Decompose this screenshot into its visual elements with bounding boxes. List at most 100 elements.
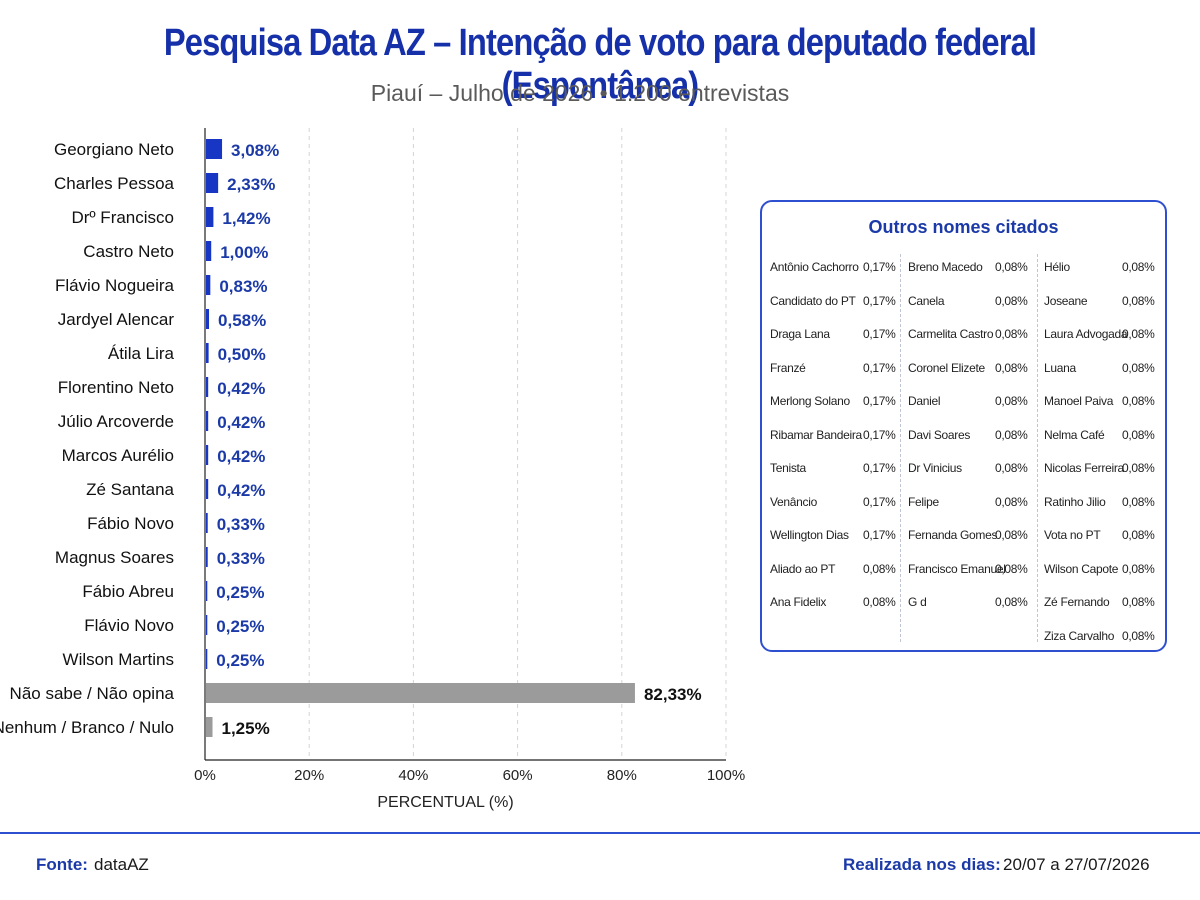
other-name: Breno Macedo bbox=[908, 260, 983, 274]
other-name: Carmelita Castro bbox=[908, 327, 994, 341]
source-label: Fonte: bbox=[36, 855, 88, 874]
bar bbox=[206, 275, 211, 295]
other-name: Luana bbox=[1044, 360, 1076, 375]
other-name: Nicolas Ferreira bbox=[1044, 461, 1124, 475]
period-value: 20/07 a 27/07/2026 bbox=[1003, 855, 1150, 874]
other-percent: 0,17% bbox=[863, 260, 896, 274]
value-label: 1,42% bbox=[222, 209, 270, 228]
category-label: Flávio Novo bbox=[84, 616, 174, 635]
other-name: Ana Fidelix bbox=[770, 595, 827, 609]
other-percent: 0,17% bbox=[863, 494, 896, 509]
column-divider bbox=[900, 254, 901, 642]
other-name: Ziza Carvalho bbox=[1044, 628, 1115, 643]
value-label: 0,42% bbox=[217, 447, 265, 466]
other-percent: 0,08% bbox=[1122, 360, 1155, 375]
category-label: Fábio Novo bbox=[87, 514, 174, 533]
bar bbox=[206, 581, 208, 601]
other-name: Vota no PT bbox=[1044, 528, 1101, 542]
category-label: Florentino Neto bbox=[58, 378, 174, 397]
other-name: Hélio bbox=[1044, 260, 1070, 274]
bar bbox=[206, 309, 210, 329]
category-label: Zé Santana bbox=[86, 480, 174, 499]
other-percent: 0,17% bbox=[863, 427, 896, 442]
x-tick-label: 100% bbox=[707, 767, 745, 784]
value-label: 0,25% bbox=[216, 617, 264, 636]
x-tick-label: 20% bbox=[294, 767, 324, 784]
other-name: Ribamar Bandeira bbox=[770, 427, 862, 442]
other-percent: 0,08% bbox=[1122, 427, 1155, 442]
other-percent: 0,08% bbox=[1122, 494, 1155, 509]
other-percent: 0,08% bbox=[995, 595, 1028, 609]
column-divider bbox=[1037, 254, 1038, 642]
other-name: Laura Advogada bbox=[1044, 327, 1128, 341]
other-name: Manoel Paiva bbox=[1044, 394, 1114, 408]
bar bbox=[206, 649, 208, 669]
footer-divider bbox=[0, 832, 1200, 834]
other-name: Antônio Cachorro bbox=[770, 260, 859, 274]
category-label: Marcos Aurélio bbox=[62, 446, 174, 465]
category-label: Castro Neto bbox=[83, 242, 174, 261]
value-label: 0,42% bbox=[217, 379, 265, 398]
other-name: G d bbox=[908, 595, 927, 609]
other-percent: 0,17% bbox=[863, 394, 896, 408]
other-percent: 0,08% bbox=[1122, 394, 1155, 408]
value-label: 3,08% bbox=[231, 141, 279, 160]
bar bbox=[206, 343, 209, 363]
other-name: Zé Fernando bbox=[1044, 595, 1110, 609]
category-label: Jardyel Alencar bbox=[58, 310, 175, 329]
other-percent: 0,08% bbox=[995, 494, 1028, 509]
bar bbox=[206, 139, 223, 159]
chart-subtitle: Piauí – Julho de 2026 • 1.200 entrevista… bbox=[370, 80, 790, 106]
other-name: Nelma Café bbox=[1044, 427, 1105, 442]
other-percent: 0,08% bbox=[863, 595, 896, 609]
category-label: Drº Francisco bbox=[71, 208, 174, 227]
value-label: 0,50% bbox=[218, 345, 266, 364]
other-name: Davi Soares bbox=[908, 427, 971, 442]
bar bbox=[206, 717, 213, 737]
category-label: Átila Lira bbox=[108, 344, 175, 363]
other-name: Franzé bbox=[770, 360, 806, 375]
x-tick-label: 40% bbox=[398, 767, 428, 784]
other-percent: 0,08% bbox=[863, 561, 896, 576]
value-label: 0,33% bbox=[217, 515, 265, 534]
other-name: Fernanda Gomes bbox=[908, 528, 998, 542]
other-percent: 0,08% bbox=[1122, 561, 1155, 576]
category-label: Não sabe / Não opina bbox=[10, 684, 175, 703]
bar bbox=[206, 445, 209, 465]
other-percent: 0,08% bbox=[995, 260, 1028, 274]
value-label: 0,83% bbox=[219, 277, 267, 296]
x-axis-title: PERCENTUAL (%) bbox=[377, 794, 513, 811]
other-name: Coronel Elizete bbox=[908, 360, 985, 375]
others-cited-box: Outros nomes citados Antônio Cachorro 0,1… bbox=[760, 200, 1167, 652]
other-percent: 0,08% bbox=[995, 394, 1028, 408]
other-name: Tenista bbox=[770, 461, 806, 475]
other-name: Wilson Capote bbox=[1044, 561, 1119, 576]
other-percent: 0,08% bbox=[995, 327, 1028, 341]
value-label: 2,33% bbox=[227, 175, 275, 194]
other-name: Draga Lana bbox=[770, 327, 830, 341]
category-label: Fábio Abreu bbox=[82, 582, 174, 601]
other-percent: 0,17% bbox=[863, 528, 896, 542]
other-percent: 0,08% bbox=[995, 427, 1028, 442]
other-name: Ratinho Jilio bbox=[1044, 494, 1106, 509]
other-percent: 0,08% bbox=[995, 461, 1028, 475]
other-name: Candidato do PT bbox=[770, 293, 856, 308]
other-percent: 0,08% bbox=[995, 293, 1028, 308]
other-percent: 0,17% bbox=[863, 360, 896, 375]
bar bbox=[206, 547, 208, 567]
x-tick-label: 0% bbox=[194, 767, 216, 784]
value-label: 1,00% bbox=[220, 243, 268, 262]
others-cited-title: Outros nomes citados bbox=[868, 217, 1059, 237]
other-percent: 0,17% bbox=[863, 327, 896, 341]
value-label: 0,25% bbox=[216, 583, 264, 602]
other-percent: 0,08% bbox=[1122, 327, 1155, 341]
value-label: 0,25% bbox=[216, 651, 264, 670]
other-name: Dr Vinicius bbox=[908, 461, 962, 475]
value-label: 0,42% bbox=[217, 481, 265, 500]
value-label: 1,25% bbox=[222, 719, 270, 738]
other-percent: 0,08% bbox=[995, 561, 1028, 576]
other-name: Aliado ao PT bbox=[770, 561, 836, 576]
other-name: Joseane bbox=[1044, 293, 1088, 308]
bar bbox=[206, 377, 209, 397]
other-percent: 0,08% bbox=[1122, 595, 1155, 609]
